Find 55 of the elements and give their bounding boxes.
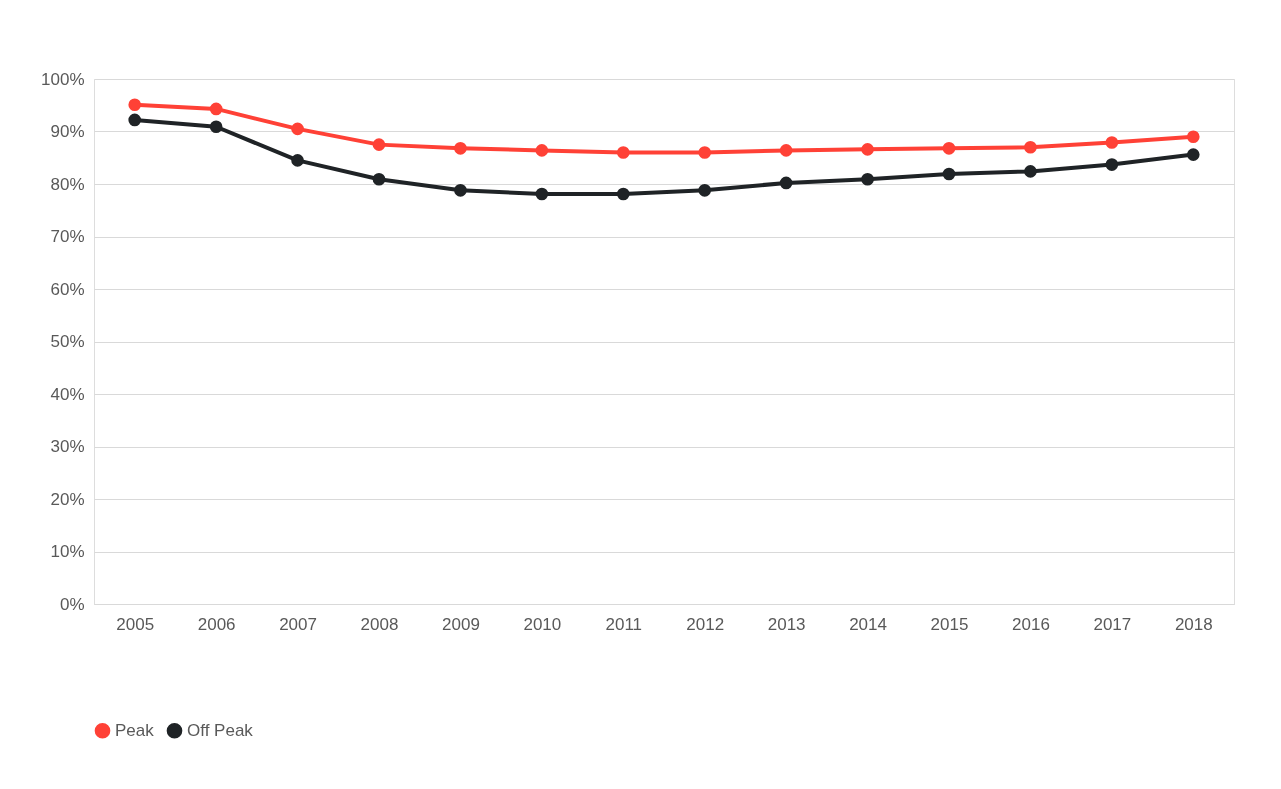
point xyxy=(535,144,549,157)
y-tick-label: 50% xyxy=(50,332,85,351)
point xyxy=(779,144,793,157)
y-tick-label: 20% xyxy=(50,489,85,509)
y-tick-label: 10% xyxy=(50,542,85,561)
point xyxy=(454,141,467,155)
point xyxy=(291,122,304,136)
legend-label: Peak xyxy=(115,720,155,740)
x-tick-label: 2016 xyxy=(1012,614,1050,634)
point xyxy=(1105,158,1119,171)
point xyxy=(1024,140,1037,154)
x-tick-label: 2009 xyxy=(442,614,480,634)
x-tick-label: 2013 xyxy=(767,614,806,634)
point xyxy=(861,143,874,156)
point xyxy=(128,113,142,127)
x-tick-label: 2007 xyxy=(279,614,317,634)
y-tick-label: 60% xyxy=(50,279,85,299)
point xyxy=(698,146,712,159)
point xyxy=(942,167,956,181)
x-tick-label: 2012 xyxy=(686,614,725,634)
x-tick-label: 2008 xyxy=(360,614,399,634)
x-tick-label: 2011 xyxy=(605,614,643,634)
y-tick-label: 30% xyxy=(50,437,85,456)
point xyxy=(698,183,712,197)
x-tick-label: 2005 xyxy=(116,614,155,634)
point xyxy=(616,146,630,159)
point xyxy=(1105,136,1119,149)
point xyxy=(291,154,304,167)
point xyxy=(372,138,386,151)
point xyxy=(209,120,223,134)
x-tick-label: 2017 xyxy=(1093,614,1132,634)
point xyxy=(1186,130,1200,144)
y-tick-label: 90% xyxy=(50,122,85,141)
point xyxy=(779,176,793,190)
y-tick-label: 0% xyxy=(59,594,85,614)
y-tick-label: 100% xyxy=(41,69,85,89)
point xyxy=(372,172,386,186)
point xyxy=(454,183,467,197)
point xyxy=(128,98,142,112)
point xyxy=(209,102,223,116)
point xyxy=(1186,148,1200,161)
y-tick-label: 70% xyxy=(50,227,85,246)
x-tick-label: 2018 xyxy=(1174,614,1213,634)
point xyxy=(1024,165,1037,178)
point xyxy=(535,187,549,201)
point xyxy=(942,141,956,155)
y-tick-label: 40% xyxy=(50,384,85,404)
legend-label: Off Peak xyxy=(187,720,254,740)
y-tick-label: 80% xyxy=(50,174,85,194)
point xyxy=(616,187,630,201)
x-tick-label: 2015 xyxy=(930,614,969,634)
x-tick-label: 2014 xyxy=(849,614,887,634)
x-tick-label: 2010 xyxy=(523,614,562,634)
point xyxy=(861,172,874,186)
x-tick-label: 2006 xyxy=(197,614,236,634)
